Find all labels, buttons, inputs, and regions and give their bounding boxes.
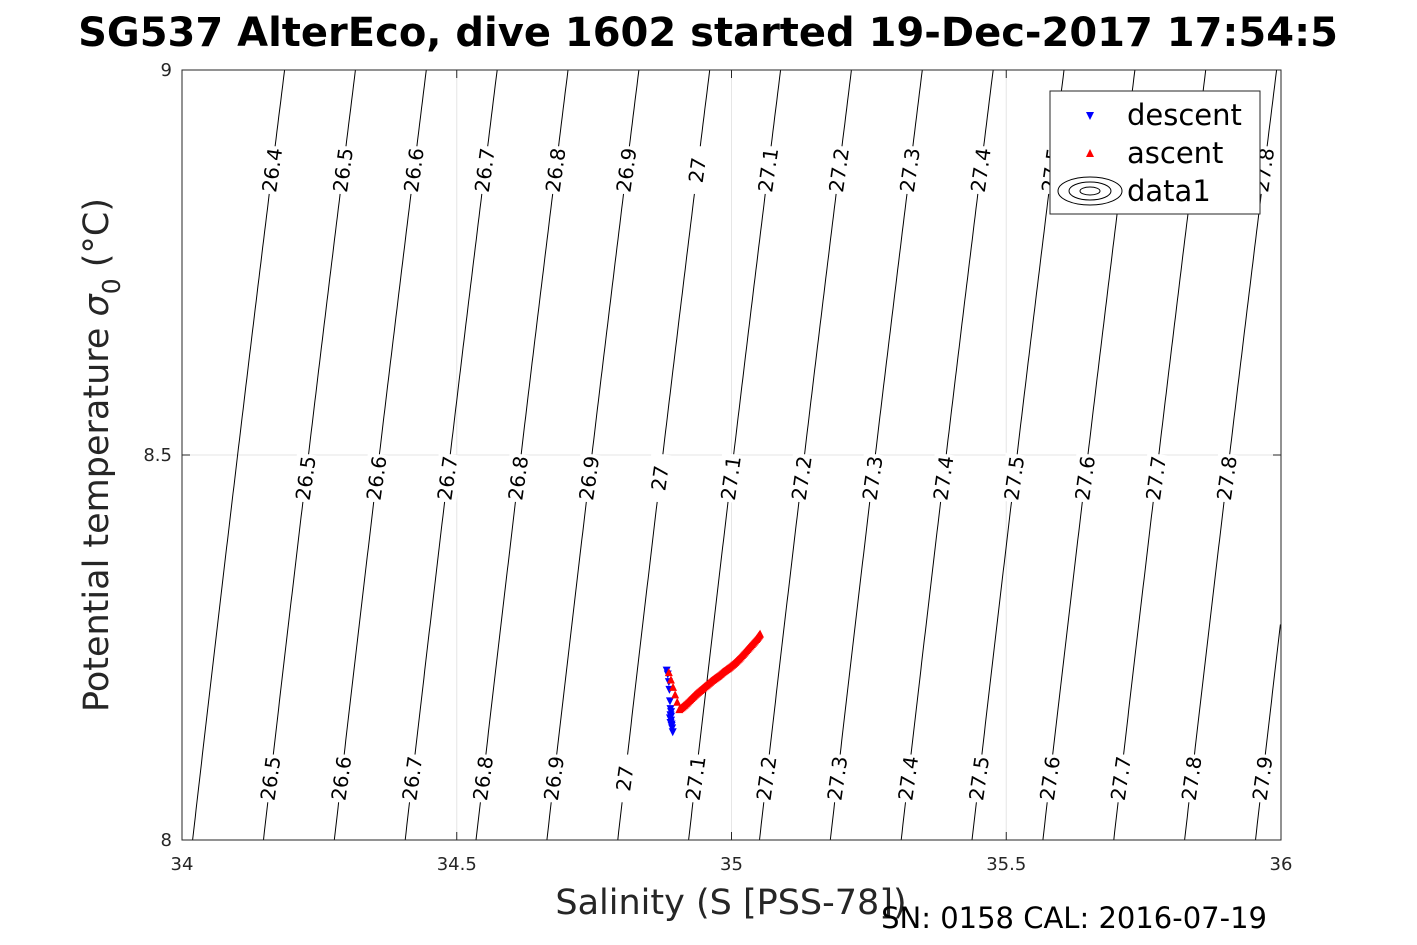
descent-point [668, 728, 677, 737]
contour-label-gap [326, 752, 357, 804]
descent-point [666, 718, 675, 727]
contour-label: 27 [646, 464, 673, 493]
x-tick-label: 35.5 [986, 854, 1026, 875]
contour-label-gap [397, 752, 428, 804]
x-axis-label: Salinity (S [PSS-78]) [555, 883, 906, 923]
legend: descent ascent data1 [1049, 90, 1261, 215]
y-tick-label: 8.5 [143, 445, 172, 466]
legend-data1-label: data1 [1127, 174, 1211, 208]
ascent-point [756, 629, 765, 638]
contour-label-gap [751, 752, 782, 804]
legend-ascent-marker [1086, 149, 1094, 157]
ascent-point [673, 697, 682, 706]
contour-label-gap [857, 452, 888, 504]
legend-contour-icon [1057, 176, 1123, 206]
contour-label-gap [1034, 752, 1066, 804]
contour-label-gap [609, 752, 641, 804]
contour-label-gap [469, 144, 500, 196]
contour-label-gap [999, 452, 1030, 504]
contour-label-gap [752, 144, 784, 196]
contour-label: 27 [684, 156, 711, 185]
contour-label-gap [1069, 452, 1101, 504]
contour-label-gap [644, 452, 676, 504]
x-tick-label: 35 [720, 854, 743, 875]
contour-label-gap [255, 752, 286, 804]
ascent-point [669, 682, 678, 691]
contour-label-gap [432, 452, 463, 504]
contour-label-gap [894, 144, 926, 196]
contour-label: 27 [611, 764, 638, 793]
contour-label-gap [823, 144, 855, 196]
axis-ticks: 34 34.5 35 35.5 36 8 8.5 9 [143, 60, 1292, 875]
contour-label-gap [538, 752, 570, 804]
contour-label-gap [963, 752, 995, 804]
y-axis-label-unit: (°C) [77, 198, 117, 278]
x-tick-label: 34 [171, 854, 194, 875]
legend-box [1049, 90, 1261, 215]
contour-label-gap [611, 144, 642, 196]
contour-label-gap [1140, 452, 1172, 504]
y-axis-label-subscript: 0 [97, 278, 126, 294]
contour-label-gap [1105, 752, 1137, 804]
isopycnal-line [192, 69, 286, 841]
isopycnal-line [1255, 624, 1281, 841]
data-points [662, 629, 765, 737]
legend-descent-label: descent [1127, 98, 1242, 132]
descent-point [667, 708, 676, 717]
x-tick-label: 34.5 [437, 854, 477, 875]
y-axis-label-sigma: σ [77, 292, 117, 316]
contour-label-gap [822, 752, 853, 804]
x-tick-label: 36 [1270, 854, 1293, 875]
contour-label-gap [1176, 752, 1207, 804]
contour-label-gap [786, 452, 817, 504]
contour-label-gap [290, 452, 321, 504]
contour-label-gap [965, 144, 996, 196]
y-tick-label: 9 [161, 60, 172, 81]
contour-label-gap [1247, 752, 1278, 804]
descent-point [665, 697, 674, 706]
y-axis-label-main: Potential temperature [77, 316, 117, 712]
contour-label-gap [680, 752, 711, 804]
legend-descent-marker [1086, 112, 1094, 120]
chart-title: SG537 AlterEco, dive 1602 started 19-Dec… [78, 10, 1338, 56]
ascent-point [671, 690, 680, 699]
contour-label-gap [715, 452, 747, 504]
contour-label-gap [540, 144, 571, 196]
contour-label-gap [573, 452, 605, 504]
contour-label-gap [398, 144, 430, 196]
contour-label-gap [256, 144, 288, 196]
ascent-point [666, 675, 675, 684]
contour-label-gap [503, 452, 534, 504]
footer-serial-cal: SN: 0158 CAL: 2016-07-19 [881, 901, 1267, 935]
y-tick-label: 8 [161, 830, 172, 851]
contour-label-gap [1211, 452, 1243, 504]
contour-label-gap [928, 452, 959, 504]
legend-ascent-label: ascent [1127, 136, 1223, 170]
contour-label-gap [893, 752, 924, 804]
y-axis-label: Potential temperature σ0 (°C) [77, 198, 126, 712]
contour-label-gap [467, 752, 499, 804]
contour-label-gap [361, 452, 392, 504]
contour-label-gap [327, 144, 359, 196]
contour-label-gap [682, 144, 713, 196]
ascent-point [664, 668, 673, 677]
